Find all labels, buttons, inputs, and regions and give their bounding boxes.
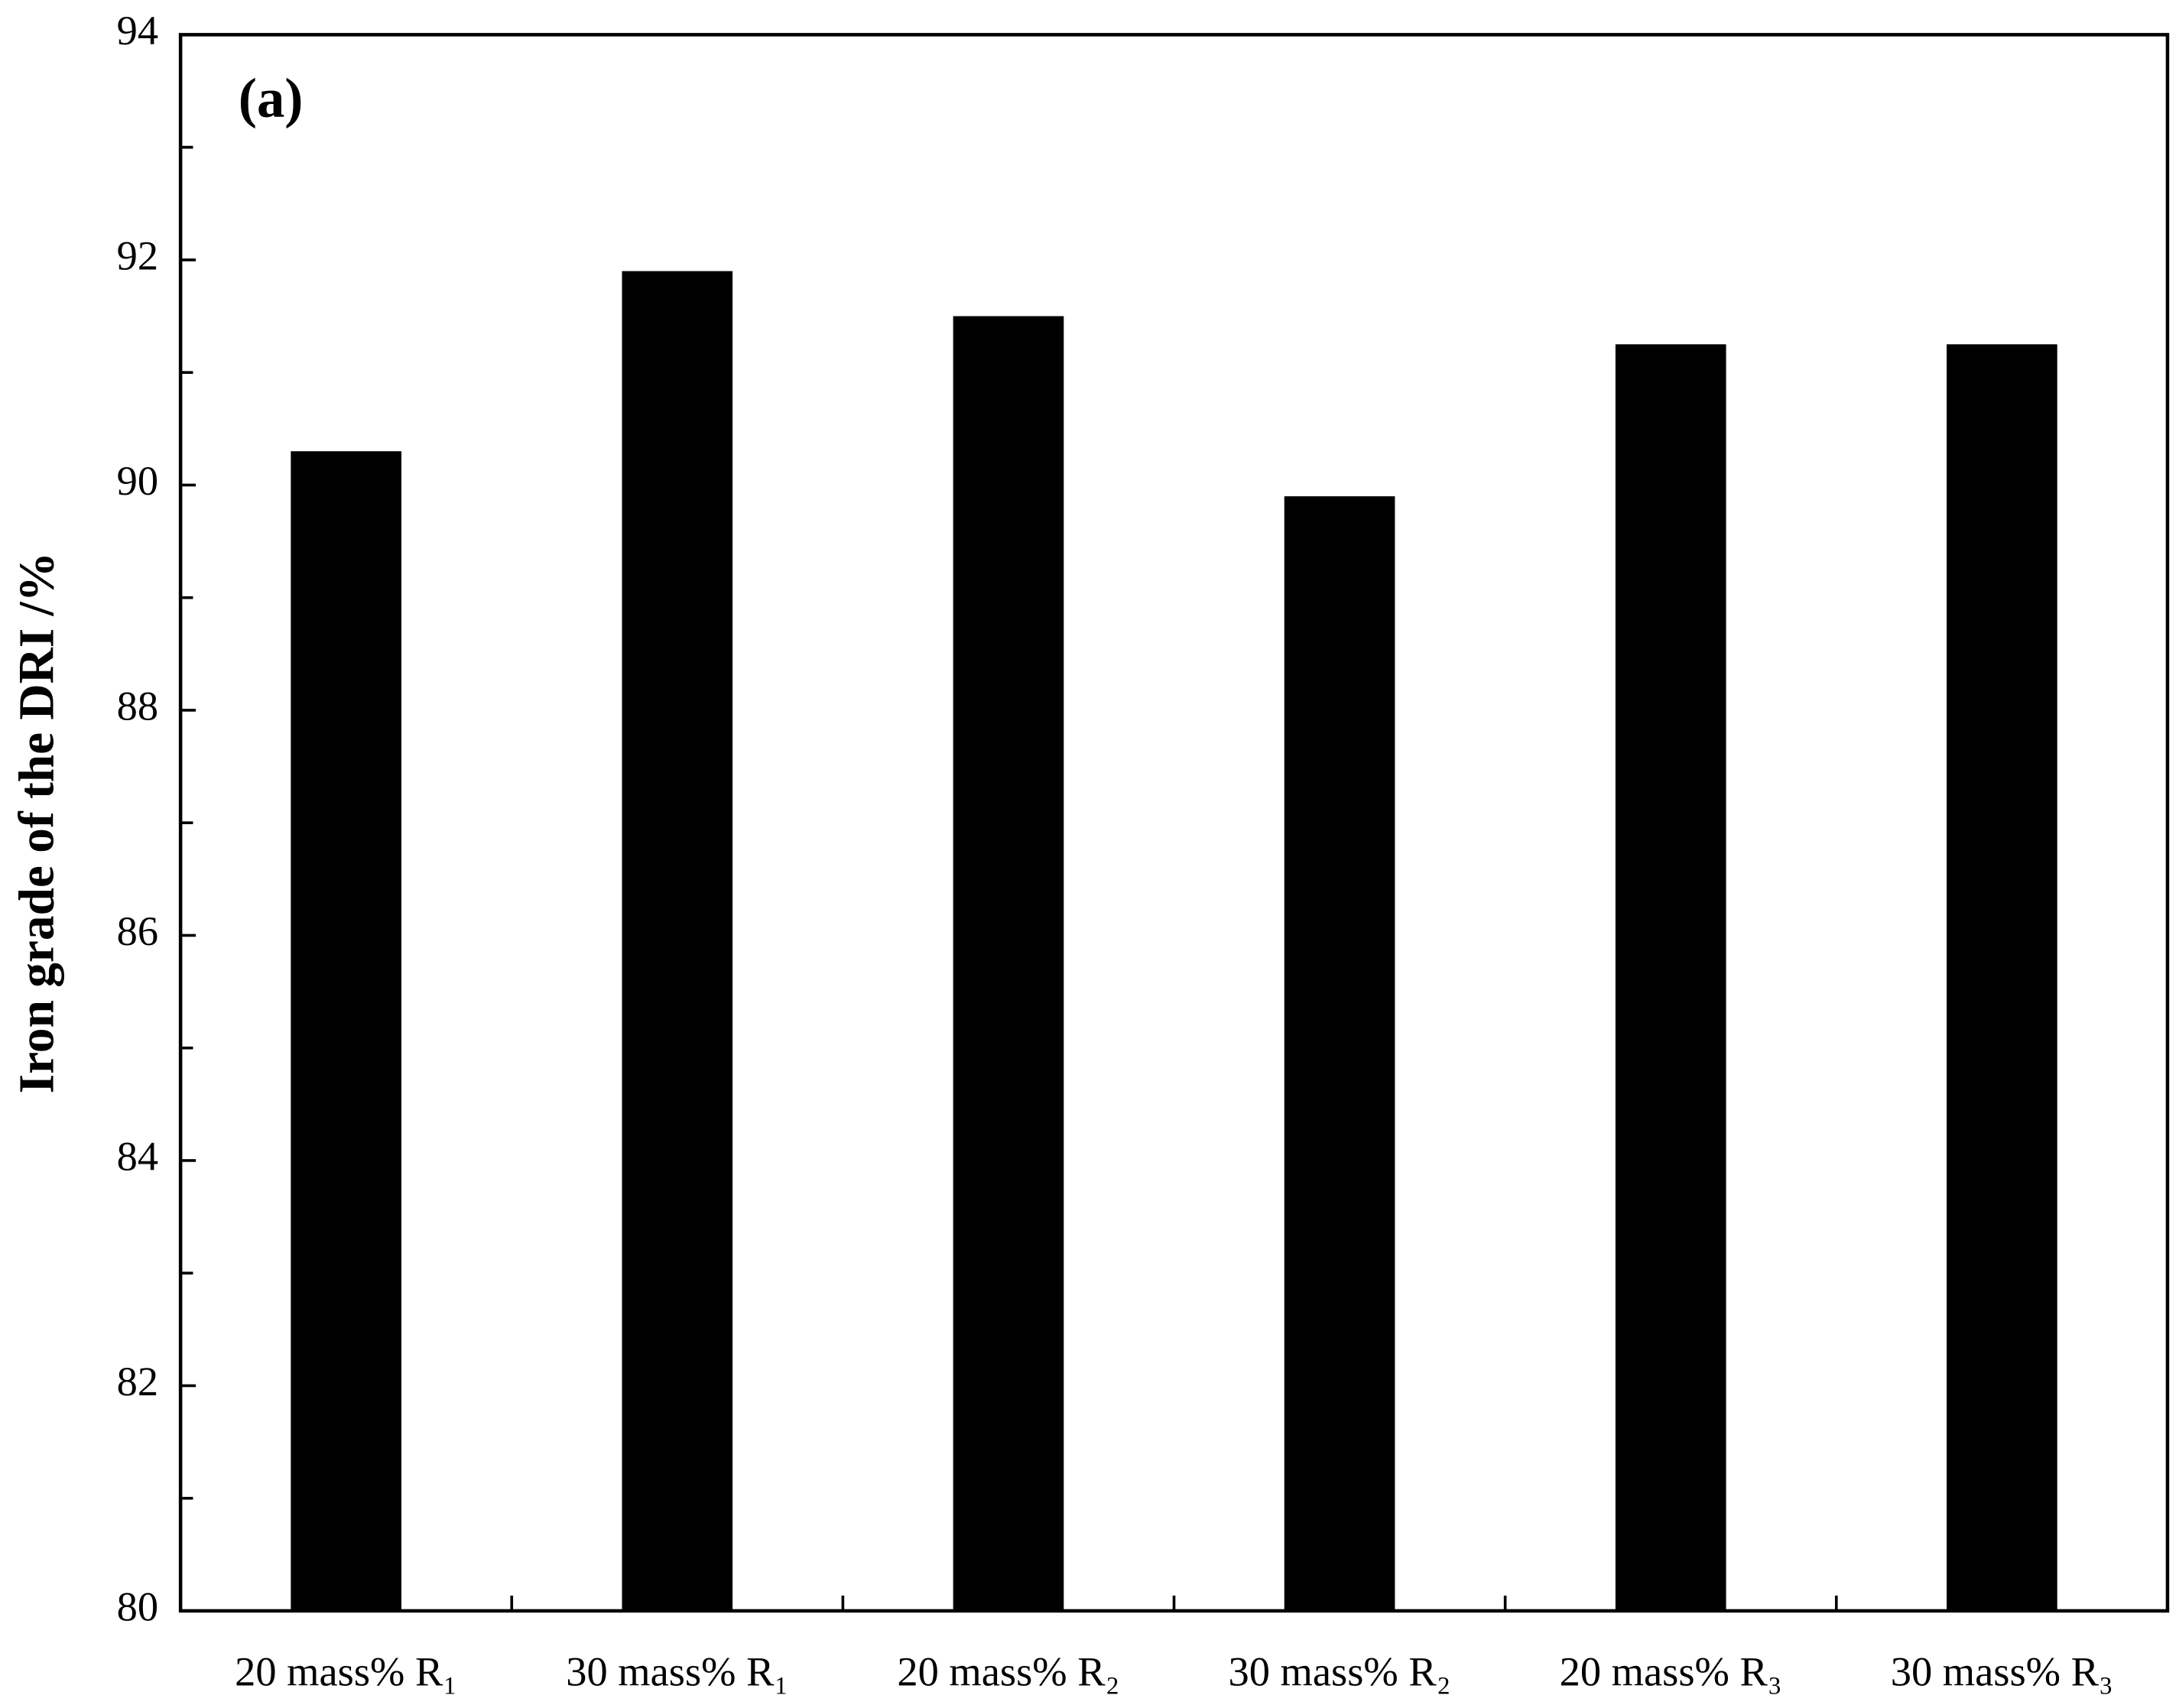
x-tick-label: 30 mass% R₃ — [1891, 1648, 2113, 1695]
x-tick-label: 30 mass% R₁ — [566, 1648, 788, 1695]
y-tick-label: 92 — [117, 232, 158, 278]
bar — [622, 271, 733, 1611]
x-tick-label: 20 mass% R₂ — [897, 1648, 1119, 1695]
y-tick-label: 80 — [117, 1583, 158, 1629]
plot-frame — [178, 33, 2170, 1613]
x-tick-label: 20 mass% R₁ — [235, 1648, 457, 1695]
y-axis-label: Iron grade of the DRI /% — [10, 552, 65, 1093]
y-tick-label: 82 — [117, 1358, 158, 1404]
y-tick-label: 94 — [117, 7, 158, 54]
x-tick-label: 20 mass% R₃ — [1560, 1648, 1782, 1695]
bar — [953, 316, 1064, 1611]
bar — [1615, 344, 1726, 1611]
y-tick-label: 88 — [117, 682, 158, 729]
y-tick-label: 86 — [117, 908, 158, 954]
y-tick-label: 84 — [117, 1132, 158, 1179]
bar — [291, 451, 402, 1611]
x-tick-label: 30 mass% R₂ — [1228, 1648, 1450, 1695]
y-tick-label: 90 — [117, 457, 158, 504]
bar — [1947, 344, 2057, 1611]
bar — [1284, 496, 1395, 1611]
panel-label: (a) — [239, 67, 304, 129]
